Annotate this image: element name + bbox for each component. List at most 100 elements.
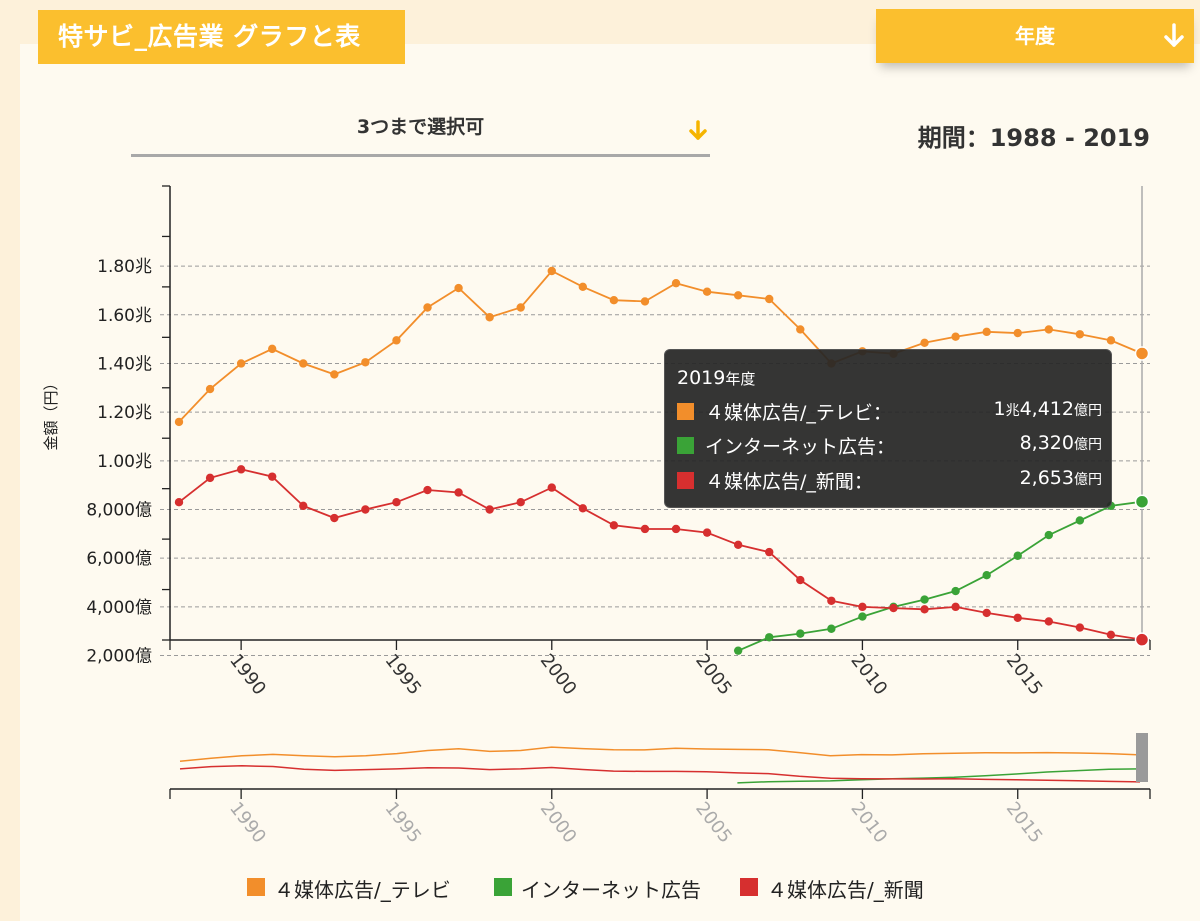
data-point — [951, 586, 960, 596]
fiscal-year-dropdown[interactable]: 年度 — [876, 9, 1194, 63]
data-point — [516, 498, 525, 507]
data-point — [236, 465, 246, 474]
data-point — [920, 605, 929, 614]
y-tick-label: 6,000億 — [86, 549, 152, 569]
data-point — [1013, 328, 1022, 338]
data-point — [1075, 330, 1085, 339]
data-point — [423, 303, 432, 312]
data-point — [454, 283, 463, 293]
tooltip-series-value: 8,320億円 — [1019, 432, 1102, 454]
navigator-series-line — [737, 768, 1141, 784]
navigator-tick-label: 2005 — [691, 798, 736, 847]
data-point — [1134, 632, 1150, 647]
data-point — [423, 485, 432, 495]
tooltip-swatch — [677, 403, 694, 420]
tooltip-swatch — [677, 472, 694, 489]
data-point — [951, 332, 960, 341]
page-title: 特サビ_広告業 グラフと表 — [38, 10, 405, 64]
data-point — [796, 325, 805, 334]
data-point — [765, 633, 774, 642]
data-point — [330, 513, 339, 523]
data-point — [1013, 551, 1022, 560]
data-point — [733, 291, 743, 300]
data-point — [516, 303, 525, 312]
legend-label: ４媒体広告/_新聞 — [767, 878, 924, 902]
data-point — [796, 629, 805, 638]
tooltip-series-value: 2,653億円 — [1019, 467, 1102, 489]
data-point — [1134, 494, 1150, 509]
navigator-tick-label: 2010 — [846, 798, 891, 847]
legend-swatch — [247, 878, 265, 896]
data-point — [982, 327, 991, 337]
data-point — [392, 498, 401, 507]
legend-swatch — [740, 878, 758, 896]
data-tooltip: 2019年度 ４媒体広告/_テレビ： 1兆4,412億円 インターネット広告： … — [664, 349, 1112, 508]
y-tick-label: 1.80兆 — [97, 257, 152, 277]
y-tick-label: 1.00兆 — [97, 452, 152, 472]
data-point — [174, 417, 184, 427]
x-tick-label: 1995 — [381, 650, 426, 699]
data-point — [361, 358, 370, 367]
data-point — [671, 278, 681, 288]
data-point — [765, 547, 774, 557]
data-point — [702, 528, 712, 537]
arrow-down-icon — [1164, 23, 1184, 47]
data-point — [1106, 630, 1116, 640]
data-point — [299, 359, 308, 368]
data-point — [733, 646, 743, 655]
y-tick-label: 1.20兆 — [97, 403, 152, 423]
data-point — [330, 370, 339, 379]
data-point — [267, 472, 277, 481]
navigator-tick-label: 1995 — [381, 798, 426, 847]
tooltip-row-tv: ４媒体広告/_テレビ： 1兆4,412億円 — [677, 398, 1102, 428]
data-point — [920, 338, 929, 347]
data-point — [578, 282, 588, 292]
data-point — [702, 287, 712, 296]
data-point — [205, 384, 215, 394]
data-point — [392, 336, 401, 345]
data-point — [547, 483, 556, 492]
arrow-down-icon[interactable] — [686, 119, 710, 143]
data-point — [578, 504, 588, 513]
tooltip-series-value: 1兆4,412億円 — [993, 398, 1103, 420]
y-axis-label: 金額（円） — [42, 375, 60, 450]
tooltip-row-internet: インターネット広告： 8,320億円 — [677, 432, 1102, 462]
navigator-handle[interactable] — [1136, 733, 1148, 782]
series-selector-label: 3つまで選択可 — [356, 116, 485, 138]
y-tick-label: 8,000億 — [86, 501, 152, 521]
data-point — [951, 602, 960, 612]
navigator-tick-label: 1990 — [225, 798, 270, 847]
data-point — [1044, 325, 1054, 334]
data-point — [609, 521, 619, 530]
legend-label: ４媒体広告/_テレビ — [274, 878, 451, 902]
data-point — [1106, 336, 1116, 345]
tooltip-swatch — [677, 437, 694, 454]
period-range-label: 期間：1988 - 2019 — [917, 124, 1150, 152]
navigator-tick-label: 2000 — [536, 798, 581, 847]
data-point — [547, 266, 556, 276]
tooltip-row-newspaper: ４媒体広告/_新聞： 2,653億円 — [677, 467, 1102, 497]
legend-swatch — [494, 878, 512, 896]
x-tick-label: 1990 — [225, 650, 270, 699]
y-tick-label: 1.40兆 — [97, 354, 152, 374]
navigator-series-line — [179, 765, 1141, 783]
series-selector[interactable]: 3つまで選択可 — [131, 104, 710, 157]
data-point — [1044, 617, 1054, 626]
tooltip-series-name: ４媒体広告/_新聞： — [705, 471, 873, 493]
data-point — [858, 602, 867, 612]
x-tick-label: 2015 — [1002, 650, 1047, 699]
navigator-tick-label: 2015 — [1002, 798, 1047, 847]
series-line — [178, 269, 1143, 423]
y-tick-label: 1.60兆 — [97, 306, 152, 326]
data-point — [485, 313, 494, 322]
data-point — [858, 612, 867, 621]
navigator-series-line — [179, 746, 1141, 763]
data-point — [1075, 623, 1085, 632]
fiscal-year-dropdown-label: 年度 — [1015, 24, 1055, 48]
data-point — [796, 575, 805, 585]
data-point — [454, 488, 463, 497]
data-point — [205, 473, 215, 483]
data-point — [671, 524, 681, 534]
data-point — [920, 595, 929, 604]
